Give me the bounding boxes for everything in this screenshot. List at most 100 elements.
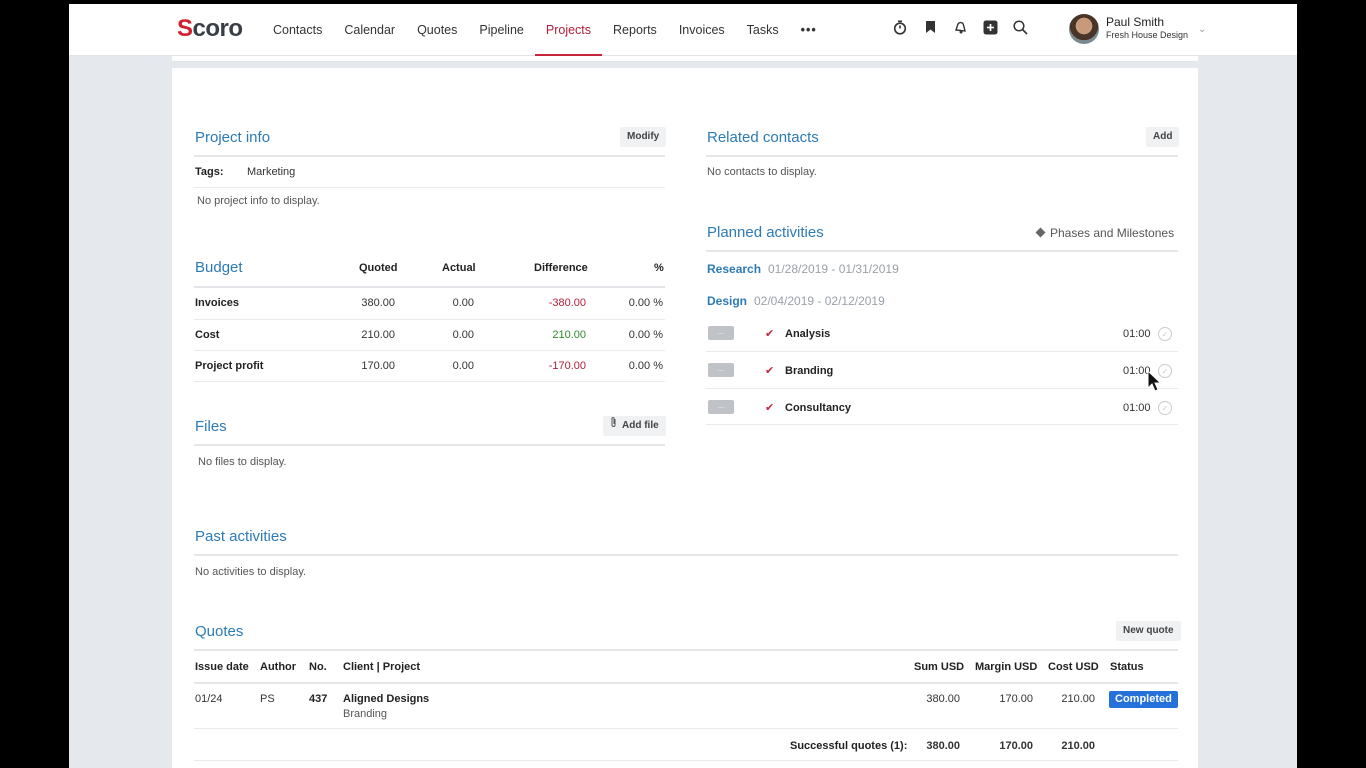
chevron-down-icon: ⌄ [1198, 23, 1207, 35]
quotes-title: Quotes [195, 623, 244, 640]
user-menu[interactable]: Paul Smith Fresh House Design ⌄ [1069, 14, 1206, 44]
budget-percent: 0.00 % [628, 329, 663, 341]
activity-options-button[interactable]: ... [708, 363, 734, 377]
quotes-col-sum[interactable]: Sum USD [914, 661, 965, 673]
quote-project[interactable]: Branding [343, 708, 388, 720]
activity-time: 01:00 [1123, 402, 1151, 414]
phase-dates: 02/04/2019 - 02/12/2019 [754, 294, 885, 308]
divider [706, 250, 1178, 252]
new-quote-button[interactable]: New quote [1116, 621, 1181, 641]
divider [194, 155, 665, 157]
nav-projects[interactable]: Projects [534, 4, 603, 56]
add-contact-button[interactable]: Add [1146, 127, 1180, 147]
budget-actual: 0.00 [452, 297, 474, 309]
nav-calendar[interactable]: Calendar [344, 23, 396, 37]
nav-more-button[interactable]: ••• [800, 23, 817, 37]
contacts-empty: No contacts to display. [707, 166, 817, 178]
divider [706, 388, 1178, 389]
files-title: Files [195, 418, 227, 435]
toolbar-icons [891, 18, 1029, 36]
nav-tasks[interactable]: Tasks [746, 23, 779, 37]
mouse-pointer-icon [1147, 369, 1162, 397]
divider [194, 350, 665, 351]
divider [194, 187, 665, 188]
nav-invoices[interactable]: Invoices [678, 23, 725, 37]
timer-icon[interactable] [891, 18, 909, 36]
user-name: Paul Smith [1106, 15, 1165, 29]
activity-time: 01:00 [1123, 365, 1151, 377]
divider [194, 760, 1178, 761]
project-info-empty: No project info to display. [197, 195, 320, 207]
quote-cost: 210.00 [1061, 693, 1095, 705]
checkmark-icon: ✔ [765, 402, 775, 414]
bookmark-icon[interactable] [921, 18, 939, 36]
summary-cost: 210.00 [1061, 740, 1095, 752]
budget-percent: 0.00 % [628, 297, 663, 309]
summary-sum: 380.00 [926, 740, 960, 752]
budget-col-difference: Difference [534, 262, 588, 274]
related-contacts-title: Related contacts [707, 129, 819, 146]
activity-name[interactable]: Branding [785, 365, 834, 377]
divider [194, 286, 665, 288]
status-badge: Completed [1109, 691, 1178, 708]
budget-col-percent: % [654, 262, 664, 274]
add-icon[interactable] [981, 18, 999, 36]
quotes-col-issue-date[interactable]: Issue date [195, 661, 249, 673]
complete-activity-icon[interactable]: ✓ [1158, 327, 1172, 341]
phases-milestones-label: Phases and Milestones [1050, 226, 1175, 240]
nav-pipeline[interactable]: Pipeline [479, 23, 524, 37]
divider [194, 682, 1178, 684]
divider [706, 155, 1178, 157]
quotes-col-status[interactable]: Status [1110, 661, 1144, 673]
budget-difference: 210.00 [552, 329, 586, 341]
quote-sum: 380.00 [926, 693, 960, 705]
quotes-col-client-project[interactable]: Client | Project [343, 661, 421, 673]
quotes-col-margin[interactable]: Margin USD [975, 661, 1038, 673]
divider [706, 351, 1178, 352]
add-file-button[interactable]: Add file [603, 416, 666, 436]
phases-milestones-link[interactable]: Phases and Milestones [1035, 226, 1175, 240]
quotes-col-author[interactable]: Author [260, 661, 297, 673]
divider [194, 319, 665, 320]
quote-client[interactable]: Aligned Designs [343, 693, 430, 705]
bell-icon[interactable] [951, 18, 969, 36]
modify-button[interactable]: Modify [620, 127, 667, 147]
divider [706, 424, 1178, 425]
search-icon[interactable] [1011, 18, 1029, 36]
budget-row-label: Project profit [195, 360, 264, 372]
diamond-icon [1035, 227, 1046, 238]
activity-options-button[interactable]: ... [708, 400, 734, 414]
nav-quotes[interactable]: Quotes [417, 23, 458, 37]
quote-margin: 170.00 [999, 693, 1033, 705]
phase-design[interactable]: Design [707, 294, 748, 308]
tags-value: Marketing [247, 166, 296, 178]
nav-reports[interactable]: Reports [613, 23, 657, 37]
add-file-label: Add file [622, 420, 659, 431]
activity-name[interactable]: Analysis [785, 328, 831, 340]
planned-activities-title: Planned activities [707, 224, 824, 241]
complete-activity-icon[interactable]: ✓ [1158, 401, 1172, 415]
past-activities-empty: No activities to display. [195, 566, 307, 578]
phase-dates: 01/28/2019 - 01/31/2019 [768, 262, 899, 276]
budget-row-label: Cost [195, 329, 220, 341]
budget-quoted: 210.00 [361, 329, 395, 341]
quote-issue-date: 01/24 [195, 693, 223, 705]
phase-research[interactable]: Research [707, 262, 762, 276]
divider [194, 649, 1178, 651]
activity-name[interactable]: Consultancy [785, 402, 852, 414]
complete-activity-icon[interactable]: ✓ [1158, 364, 1172, 378]
quote-number[interactable]: 437 [309, 693, 328, 705]
divider [194, 728, 1178, 729]
quotes-col-cost[interactable]: Cost USD [1048, 661, 1099, 673]
activity-options-button[interactable]: ... [708, 326, 734, 340]
paperclip-icon [610, 416, 617, 436]
divider [194, 381, 665, 382]
quotes-col-no[interactable]: No. [309, 661, 327, 673]
tags-label: Tags: [195, 166, 224, 178]
files-empty: No files to display. [198, 456, 287, 468]
budget-percent: 0.00 % [628, 360, 663, 372]
checkmark-icon: ✔ [765, 328, 775, 340]
nav-contacts[interactable]: Contacts [273, 23, 323, 37]
